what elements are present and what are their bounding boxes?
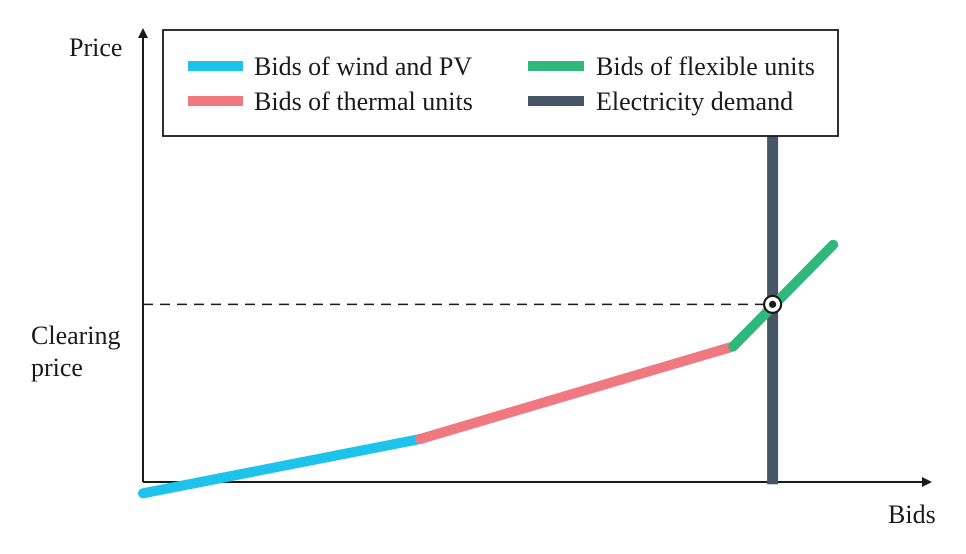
legend-label-wind-pv: Bids of wind and PV	[254, 52, 472, 81]
series-flexible	[728, 239, 839, 352]
series-thermal	[415, 341, 739, 445]
clearing-price-label-line2: price	[31, 353, 83, 382]
series-wind-pv	[138, 434, 426, 499]
clearing-point-marker	[762, 294, 783, 314]
clearing-point-dot	[769, 300, 777, 308]
legend-label-demand: Electricity demand	[596, 87, 793, 116]
legend: Bids of wind and PV Bids of thermal unit…	[162, 29, 839, 137]
y-axis-label: Price	[69, 33, 122, 62]
series-group	[138, 95, 839, 499]
legend-box	[162, 29, 839, 137]
legend-label-thermal: Bids of thermal units	[254, 87, 473, 116]
clearing-price-label-line1: Clearing	[31, 321, 121, 350]
legend-label-flexible: Bids of flexible units	[596, 52, 815, 81]
x-axis-label: Bids	[888, 500, 936, 529]
